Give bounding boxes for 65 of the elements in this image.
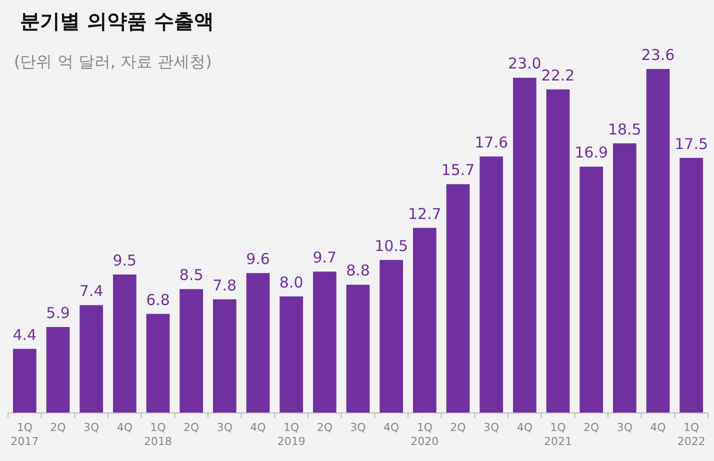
data-label: 12.7 [408,204,442,223]
data-label: 15.7 [441,161,475,180]
data-label: 7.8 [212,276,237,294]
data-label: 22.2 [541,66,575,84]
x-tick-label: 1Q 2017 [10,421,39,448]
bar [180,289,203,413]
bar [146,314,170,413]
data-label: 8.5 [179,266,204,284]
bar [46,327,70,413]
x-tick-label: 3Q [350,421,366,434]
data-label: 8.8 [346,262,370,280]
data-label: 10.5 [374,236,408,255]
x-tick-label: 4Q [516,421,533,434]
x-tick-label: 2Q [316,421,333,434]
data-label: 5.9 [46,304,70,322]
bar [380,260,403,413]
x-tick-label: 1Q 2021 [544,421,572,448]
chart-subtitle: (단위 억 달러, 자료 관세청) [14,52,212,71]
data-label: 23.0 [508,54,542,73]
bar [580,166,603,413]
data-label: 7.4 [79,282,104,300]
x-tick-label: 1Q 2019 [277,421,306,448]
bar [446,184,470,413]
x-tick-label: 3Q [216,421,233,434]
bar [480,156,503,413]
data-label: 9.6 [246,250,270,268]
x-tick-label: 2Q [50,421,66,434]
x-tick-label: 2Q [183,421,200,434]
x-tick-label: 2Q [450,421,466,434]
data-label: 16.9 [574,144,608,162]
x-tick-label: 1Q 2020 [410,421,439,448]
data-label: 9.5 [112,252,137,270]
bar [13,348,36,413]
bar [246,273,270,413]
data-label: 18.5 [608,120,642,138]
bar [413,228,436,413]
data-label: 17.5 [674,134,708,153]
data-label: 6.8 [146,290,170,309]
data-label: 23.6 [641,46,675,64]
x-tick-label: 2Q [583,421,600,434]
x-tick-label: 1Q 2022 [677,421,706,448]
bar [213,299,236,413]
x-tick-label: 4Q [116,421,133,434]
bar [346,284,370,413]
x-tick-label: 4Q [383,421,400,434]
bar [513,78,536,413]
x-tick-label: 4Q [650,421,666,434]
bar [680,158,703,413]
bar [546,89,570,413]
bar [80,305,103,413]
bar [313,272,336,413]
x-tick-label: 3Q [616,421,633,434]
data-label: 4.4 [12,326,37,344]
x-tick-label: 3Q [483,421,500,434]
data-label: 9.7 [312,248,337,267]
bar [113,274,136,413]
data-label: 8.0 [279,273,304,292]
chart-title: 분기별 의약품 수출액 [20,9,214,33]
bar [280,296,303,413]
bar [613,143,636,413]
x-tick-label: 3Q [83,421,100,434]
bar [646,69,670,413]
x-tick-label: 1Q 2018 [144,421,172,448]
x-tick-label: 4Q [250,421,266,434]
data-label: 17.6 [474,133,508,152]
